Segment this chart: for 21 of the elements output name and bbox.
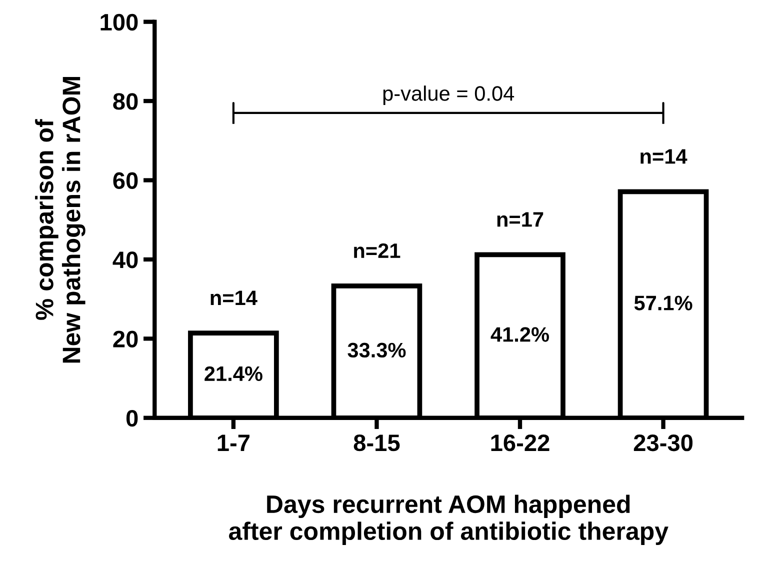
data-label: 57.1% <box>634 296 692 310</box>
y-tick-label: 80 <box>113 93 138 110</box>
y-axis-title: % comparison of New pathogens in rAOM <box>35 77 86 363</box>
data-label: 33.3% <box>348 342 406 358</box>
annotation: n=14 <box>640 149 688 164</box>
annotation: p-value = 0.04 <box>383 86 514 105</box>
y-tick-label: 20 <box>113 330 138 348</box>
annotation: n=14 <box>210 290 258 306</box>
x-axis-title: Days recurrent AOM happened after completion of antibiotic therapy <box>228 494 668 545</box>
x-tick-label: 23-30 <box>634 434 693 452</box>
annotation: n=17 <box>497 212 544 227</box>
x-tick-label: 1-7 <box>218 434 250 451</box>
x-tick-label: 16-22 <box>491 434 550 452</box>
y-tick-label: 40 <box>112 252 138 268</box>
y-tick-label: 60 <box>113 172 138 190</box>
data-label: 41.2% <box>490 327 549 342</box>
y-tick-label: 100 <box>100 14 138 31</box>
y-tick-label: 0 <box>126 410 138 427</box>
data-label: 21.4% <box>204 366 262 382</box>
annotation: n=21 <box>354 243 400 258</box>
x-tick-label: 8-15 <box>354 434 400 452</box>
